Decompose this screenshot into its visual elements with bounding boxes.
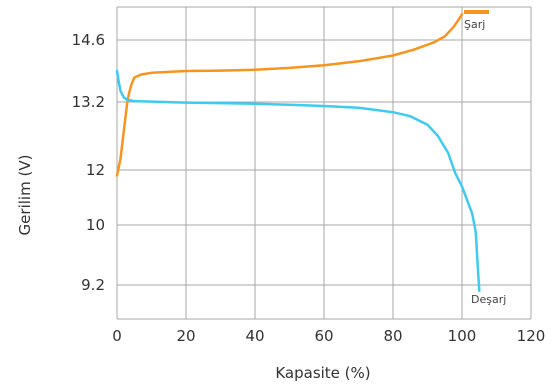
- legend: Şarj Deşarj: [464, 10, 506, 306]
- x-tick-label: 80: [383, 327, 402, 345]
- y-axis-label: Gerilim (V): [16, 155, 34, 236]
- x-tick-label: 20: [176, 327, 195, 345]
- legend-label-discharge: Deşarj: [471, 293, 506, 306]
- y-tick-label: 13.2: [72, 93, 105, 111]
- y-tick-label: 10: [86, 216, 105, 234]
- x-tick-label: 100: [448, 327, 477, 345]
- y-tick-label: 9.2: [81, 276, 105, 294]
- x-tick-label: 40: [245, 327, 264, 345]
- x-tick-label: 0: [112, 327, 122, 345]
- x-tick-label: 120: [517, 327, 546, 345]
- legend-label-charge: Şarj: [464, 18, 485, 31]
- y-tick-label: 12: [86, 161, 105, 179]
- series-line-1: [115, 69, 481, 292]
- x-axis-label: Kapasite (%): [275, 364, 370, 382]
- grid: [116, 6, 532, 320]
- x-tick-label: 60: [314, 327, 333, 345]
- series-lines: [115, 13, 481, 292]
- x-axis-ticks: 0 20 40 60 80 100 120: [112, 327, 545, 345]
- series-line-0: [115, 13, 464, 177]
- y-tick-label: 14.6: [72, 31, 105, 49]
- y-axis-ticks: 14.6 13.2 12 10 9.2: [72, 31, 105, 294]
